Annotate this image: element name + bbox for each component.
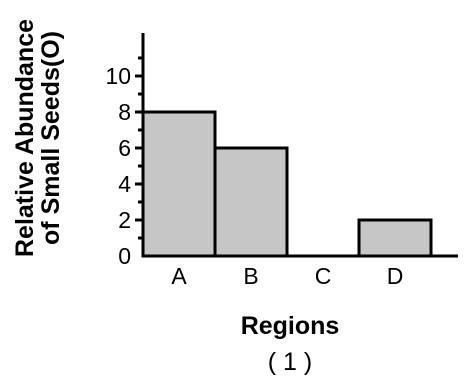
x-axis-title: Regions: [241, 312, 340, 340]
x-category-label: B: [243, 263, 258, 289]
y-axis-title-line1: Relative Abundance: [11, 19, 39, 257]
y-tick-label: 10: [105, 63, 131, 89]
bar-a: [141, 110, 217, 258]
x-categories-group: A B C D: [171, 263, 403, 289]
y-tick-label: 8: [118, 99, 131, 125]
bars-group: [141, 110, 433, 258]
y-ticks-group: 0 2 4 6 8 10: [105, 56, 143, 269]
y-tick-label: 4: [118, 171, 131, 197]
y-tick-label: 6: [118, 135, 131, 161]
figure-caption: ( 1 ): [268, 348, 312, 376]
y-axis-title: Relative Abundance of Small Seeds(O): [11, 19, 65, 257]
x-category-label: D: [387, 263, 404, 289]
bar-d: [357, 218, 433, 258]
y-axis-title-line2: of Small Seeds(O): [37, 31, 65, 245]
bar-b: [213, 146, 289, 258]
y-tick-label: 0: [118, 243, 131, 269]
x-category-label: C: [315, 263, 332, 289]
y-tick-label: 2: [118, 207, 131, 233]
x-category-label: A: [171, 263, 187, 289]
